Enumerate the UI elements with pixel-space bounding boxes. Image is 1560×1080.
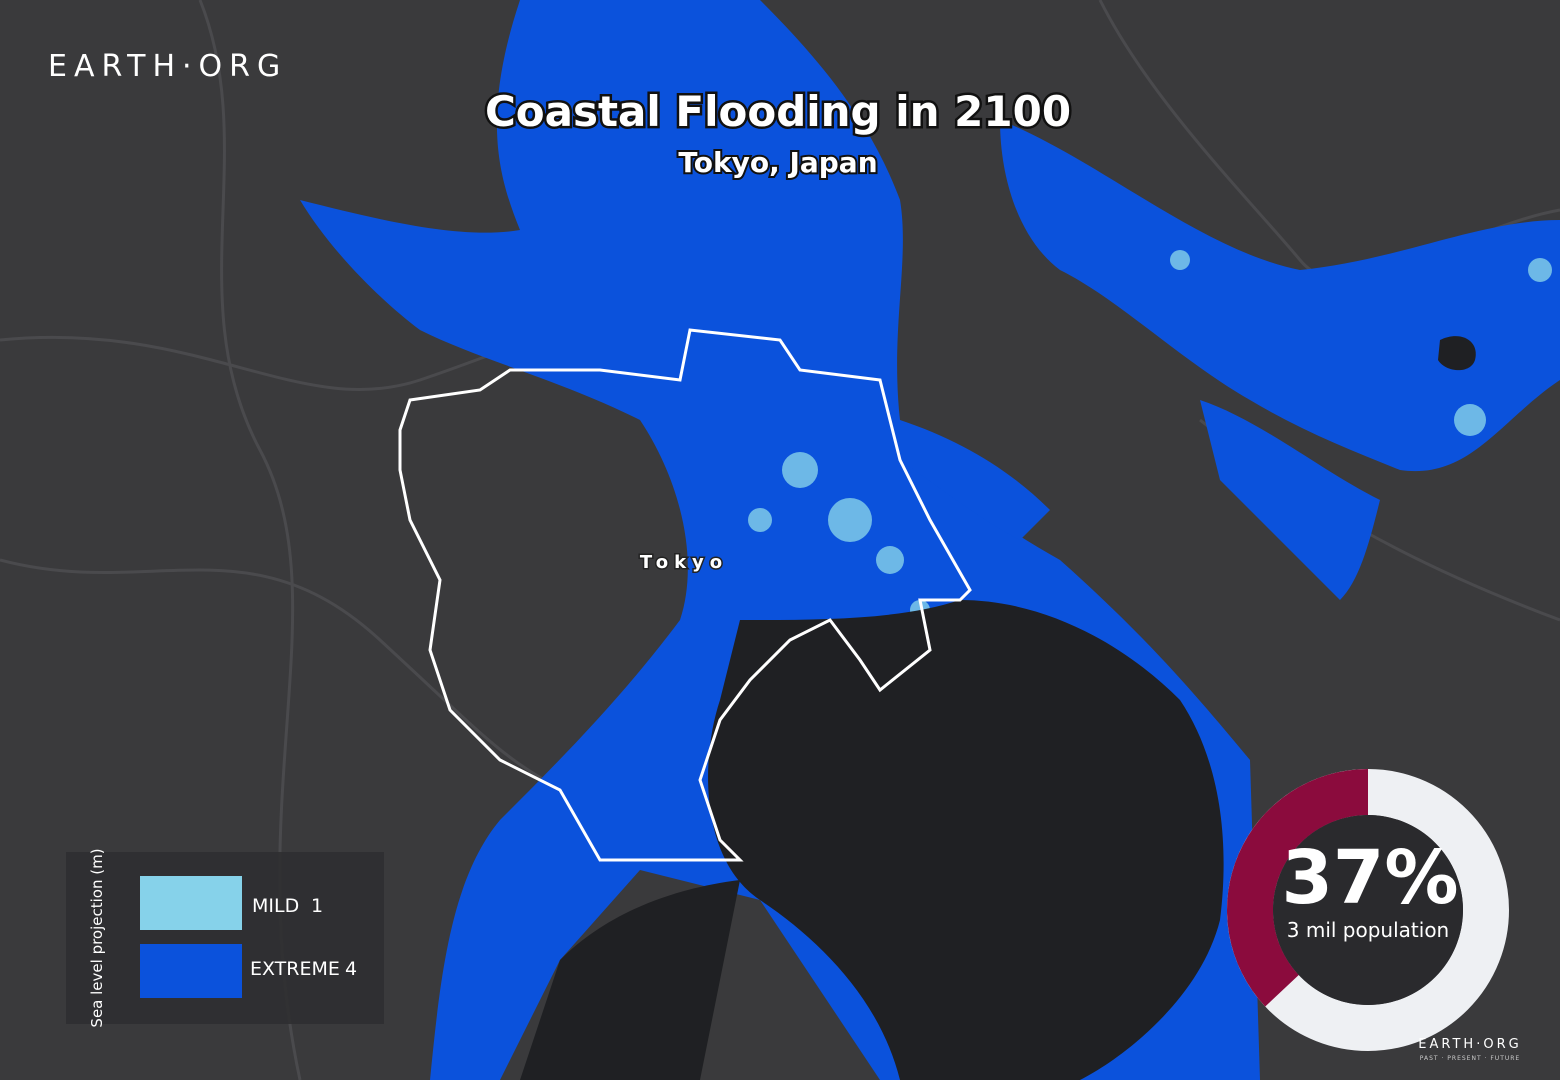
flood-mild (748, 250, 1552, 850)
population-caption: 3 mil population (1287, 918, 1449, 942)
legend-label: EXTREME (250, 958, 340, 980)
percent-label: 37% (1281, 835, 1458, 921)
bay-west (520, 880, 740, 1080)
tokyo-boundary (398, 328, 972, 862)
legend-title: Sea level projection (m) (88, 848, 106, 1027)
subtitle: Tokyo, Japan (678, 146, 877, 179)
legend-swatch (140, 876, 242, 930)
legend-swatch (140, 944, 242, 998)
brand: EARTH·ORG (48, 49, 287, 84)
place-label: Tokyo (640, 552, 728, 573)
lake (1438, 336, 1476, 371)
donut (1227, 769, 1368, 1007)
title: Coastal Flooding in 2100 (485, 87, 1071, 136)
footer-brand: EARTH·ORG (1418, 1037, 1521, 1052)
legend-value: 4 (345, 958, 357, 980)
donut-center (1273, 815, 1463, 1005)
legend-value: 1 (311, 895, 323, 917)
donut-segment (1227, 769, 1368, 1007)
bay (708, 600, 1224, 1080)
legend-label: MILD (252, 895, 299, 917)
footer-tagline: PAST · PRESENT · FUTURE (1420, 1055, 1520, 1062)
